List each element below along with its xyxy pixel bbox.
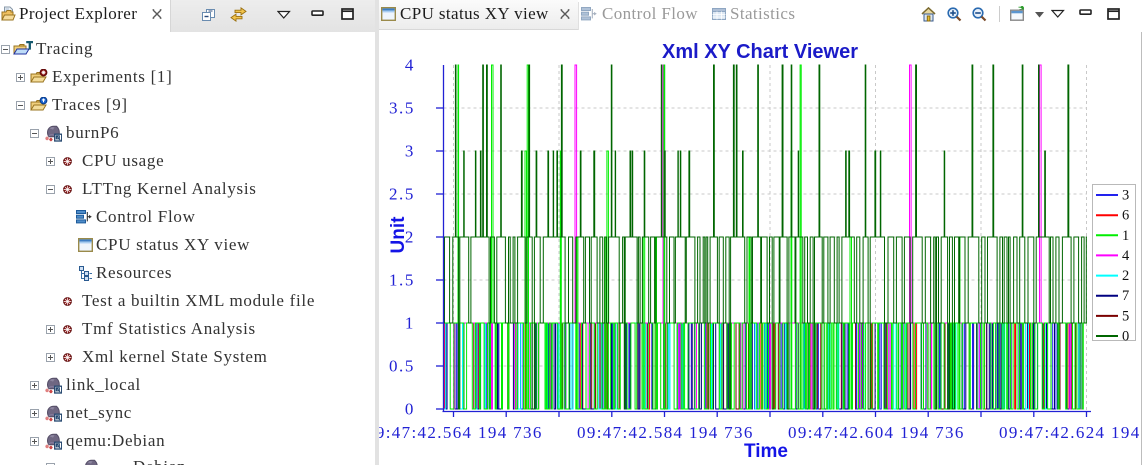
- svg-text:2: 2: [1122, 268, 1129, 284]
- svg-text:0: 0: [405, 400, 415, 419]
- svg-text:09:47:42.564 194 736: 09:47:42.564 194 736: [379, 423, 543, 442]
- svg-text:0: 0: [1122, 329, 1129, 345]
- svg-text:09:47:42.604 194 736: 09:47:42.604 194 736: [788, 423, 965, 442]
- svg-text:1: 1: [1122, 228, 1129, 244]
- svg-text:Unit: Unit: [388, 216, 409, 254]
- svg-text:3.5: 3.5: [389, 99, 415, 118]
- svg-text:7: 7: [1122, 288, 1129, 304]
- svg-text:4: 4: [1122, 248, 1130, 264]
- svg-text:Time: Time: [744, 441, 788, 462]
- svg-text:4: 4: [405, 56, 415, 75]
- svg-text:1.5: 1.5: [389, 271, 415, 290]
- svg-text:5: 5: [1122, 308, 1129, 324]
- svg-text:1: 1: [405, 314, 415, 333]
- svg-text:Xml XY Chart Viewer: Xml XY Chart Viewer: [662, 41, 858, 63]
- svg-text:2.5: 2.5: [389, 185, 415, 204]
- svg-text:09:47:42.624 194 736: 09:47:42.624 194 736: [999, 423, 1146, 442]
- svg-text:3: 3: [1122, 188, 1129, 204]
- svg-text:2: 2: [405, 228, 415, 247]
- svg-text:6: 6: [1122, 208, 1129, 224]
- svg-text:09:47:42.584 194 736: 09:47:42.584 194 736: [577, 423, 754, 442]
- svg-text:3: 3: [405, 142, 415, 161]
- svg-text:0.5: 0.5: [389, 357, 415, 376]
